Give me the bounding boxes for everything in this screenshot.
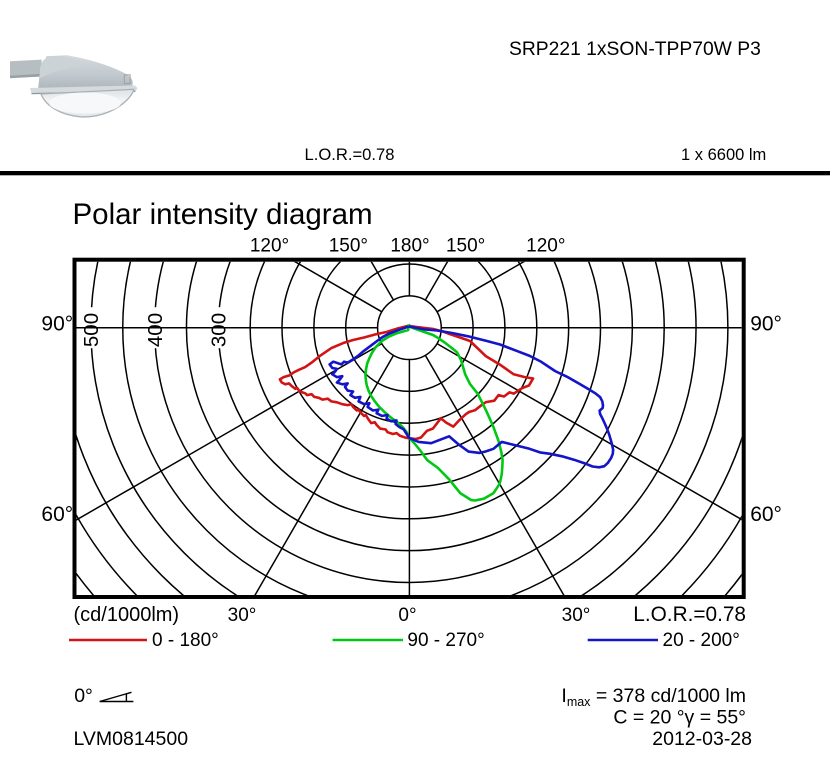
svg-text:SRP221 1xSON-TPP70W P3: SRP221 1xSON-TPP70W P3 xyxy=(509,39,761,60)
svg-text:L.O.R.=0.78: L.O.R.=0.78 xyxy=(305,145,395,164)
svg-text:30°: 30° xyxy=(228,605,257,626)
svg-text:180°: 180° xyxy=(390,236,429,257)
svg-text:C = 20 °γ = 55°: C = 20 °γ = 55° xyxy=(613,707,746,729)
svg-text:500: 500 xyxy=(80,313,103,347)
svg-text:60°: 60° xyxy=(750,503,782,526)
svg-text:300: 300 xyxy=(208,313,231,347)
svg-text:120°: 120° xyxy=(526,236,565,257)
svg-text:20 - 200°: 20 - 200° xyxy=(663,630,740,651)
svg-text:1 x 6600 lm: 1 x 6600 lm xyxy=(681,146,766,164)
svg-text:Imax = 378 cd/1000 lm: Imax = 378 cd/1000 lm xyxy=(561,685,746,709)
svg-text:0°: 0° xyxy=(74,685,93,707)
svg-text:60°: 60° xyxy=(41,503,73,526)
svg-text:(cd/1000lm): (cd/1000lm) xyxy=(74,604,180,626)
svg-text:0 - 180°: 0 - 180° xyxy=(152,630,219,651)
svg-text:2012-03-28: 2012-03-28 xyxy=(652,728,752,750)
svg-text:90°: 90° xyxy=(41,313,73,336)
svg-text:120°: 120° xyxy=(250,236,289,257)
svg-text:90°: 90° xyxy=(750,313,782,336)
svg-text:0°: 0° xyxy=(398,605,416,626)
svg-text:400: 400 xyxy=(144,313,167,347)
svg-text:150°: 150° xyxy=(446,236,485,257)
svg-text:90 - 270°: 90 - 270° xyxy=(407,630,484,651)
svg-text:LVM0814500: LVM0814500 xyxy=(74,728,189,750)
svg-text:150°: 150° xyxy=(329,236,368,257)
svg-text:Polar intensity diagram: Polar intensity diagram xyxy=(73,198,373,231)
svg-text:L.O.R.=0.78: L.O.R.=0.78 xyxy=(633,603,746,626)
svg-text:30°: 30° xyxy=(562,605,591,626)
